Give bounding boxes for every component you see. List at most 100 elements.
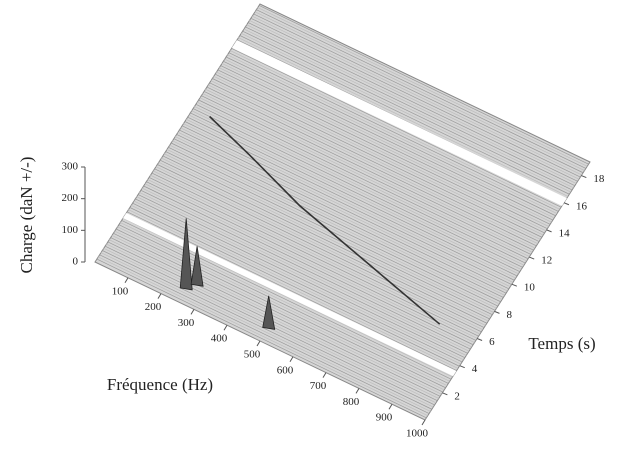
surface-line [156, 163, 488, 324]
surface-line [192, 108, 523, 268]
x-tick-label: 100 [112, 285, 129, 297]
surface-line [186, 116, 518, 277]
surface-line [218, 67, 549, 227]
y-tick-label: 8 [506, 309, 512, 321]
y-tick-label: 10 [524, 282, 536, 294]
x-tick-label: 200 [145, 301, 162, 313]
surface-line [116, 226, 448, 386]
surface-line [243, 28, 574, 189]
surface-line [200, 95, 532, 255]
surface-line [244, 26, 576, 186]
peak [190, 246, 204, 287]
surface-line [155, 166, 486, 326]
x-tick [157, 293, 162, 299]
surface-line [144, 183, 475, 343]
surface-line [174, 135, 505, 296]
y-tick-label: 18 [593, 173, 605, 185]
surface-line [241, 30, 573, 191]
x-tick-label: 400 [211, 333, 228, 345]
y-tick [529, 256, 535, 260]
surface-line [193, 105, 525, 266]
x-tick [124, 277, 129, 284]
y-tick [563, 202, 570, 206]
y-tick [459, 365, 465, 369]
y-tick-label: 6 [489, 336, 495, 348]
x-tick-label: 500 [244, 349, 261, 361]
surface-line [178, 129, 510, 290]
surface-line [177, 131, 508, 292]
surface-line [122, 217, 453, 378]
surface-line [111, 234, 442, 395]
surface-line [171, 140, 503, 300]
surface-line [118, 224, 449, 384]
y-tick [511, 283, 518, 287]
y-tick-label: 2 [454, 390, 460, 402]
y-tick-label: 14 [559, 227, 571, 239]
surface-line [213, 75, 544, 236]
surface-line [215, 71, 547, 232]
surface-line [112, 232, 444, 393]
surface-line [250, 17, 581, 178]
x-tick [322, 372, 327, 378]
surface-line [247, 22, 578, 182]
z-axis-title: Charge (daN +/-) [17, 157, 36, 274]
gap-stripe [123, 213, 457, 377]
surface-line [114, 230, 445, 391]
surface-line [228, 52, 559, 212]
surface-line [126, 211, 457, 371]
x-tick [388, 403, 393, 410]
surface-line [191, 110, 522, 270]
surface-line [181, 125, 512, 285]
surface-line [127, 209, 459, 369]
surface-line [134, 198, 466, 358]
surface-line [175, 133, 507, 294]
gap-stripe [231, 40, 567, 206]
order-trace [209, 115, 441, 325]
z-tick-label: 100 [62, 224, 79, 236]
surface-line [173, 138, 504, 298]
y-tick [442, 392, 448, 396]
surface-line [152, 170, 483, 331]
surface-line [184, 120, 515, 281]
surface-line [136, 196, 467, 356]
peak [179, 218, 193, 291]
peak [262, 295, 276, 330]
surface-line [239, 34, 570, 195]
x-tick [190, 309, 195, 315]
surface-line [257, 6, 588, 167]
surface-line [246, 24, 577, 184]
z-tick-label: 300 [62, 161, 79, 173]
surface-line [255, 9, 587, 169]
surface-line [119, 221, 450, 382]
x-tick-label: 900 [376, 412, 393, 424]
surface-line [100, 252, 431, 412]
surface-line [153, 168, 485, 328]
surface-line [169, 144, 500, 305]
surface-line [204, 88, 536, 249]
surface-line [96, 258, 427, 419]
surface-line [151, 172, 482, 333]
surface-line [224, 58, 555, 219]
y-tick-label: 16 [576, 200, 588, 212]
surface-line [108, 239, 439, 399]
x-axis-title: Fréquence (Hz) [107, 375, 213, 394]
surface-line [196, 101, 527, 262]
surface-line [219, 65, 551, 225]
surface-line [206, 86, 537, 247]
surface-line [145, 181, 477, 341]
surface-line [211, 77, 543, 238]
x-tick [421, 419, 426, 426]
surface-line [217, 69, 548, 229]
x-tick [223, 324, 228, 331]
y-tick-label: 4 [472, 363, 478, 375]
surface-line [222, 60, 554, 221]
surface-line [197, 99, 529, 260]
surface-line [182, 123, 514, 283]
x-tick [256, 340, 261, 347]
surface-line [166, 148, 497, 309]
y-tick [494, 310, 500, 314]
surface-line [167, 146, 499, 307]
surface-line [207, 84, 538, 245]
x-tick-label: 300 [178, 317, 195, 329]
